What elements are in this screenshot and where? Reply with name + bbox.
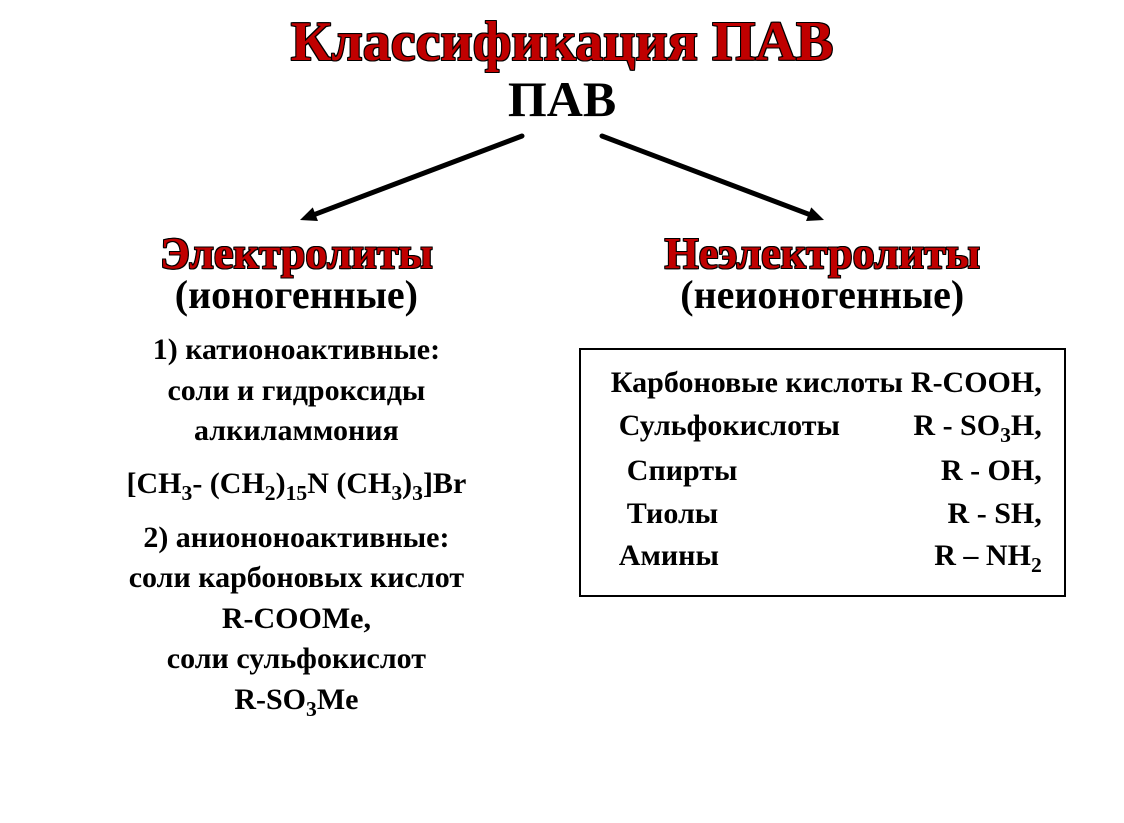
branch-arrows	[0, 128, 1124, 228]
nonionic-row-label: Спирты	[627, 450, 738, 493]
left-formula: [CH3- (CH2)15N (CH3)3]Br	[54, 464, 539, 508]
arrows-svg	[0, 128, 1124, 228]
nonionic-row-label: Амины	[619, 535, 719, 581]
left-item-2: 2) аниононоактивные:соли карбоновых кисл…	[54, 518, 539, 724]
nonionic-row-formula: R - OH,	[941, 450, 1042, 493]
root-node-label: ПАВ	[0, 70, 1124, 128]
nonionic-row-label: Тиолы	[627, 493, 718, 536]
nonionic-row: Карбоновые кислотыR-COOH,	[611, 362, 1042, 405]
nonionic-row: Сульфокислоты R - SO3H,	[611, 405, 1042, 451]
page-title: Классификация ПАВ	[0, 10, 1124, 74]
nonionic-row-formula: R - SO3H,	[913, 405, 1041, 451]
left-branch-subheading: (ионогенные)	[54, 271, 539, 318]
nonionic-row: Спирты R - OH,	[611, 450, 1042, 493]
nonionic-table-box: Карбоновые кислотыR-COOH,СульфокислотыR …	[579, 348, 1066, 597]
nonionic-row-label: Сульфокислоты	[619, 405, 840, 451]
right-branch-subheading: (неионогенные)	[579, 271, 1066, 318]
right-branch: Неэлектролиты (неионогенные) Карбоновые …	[579, 228, 1066, 724]
left-branch: Электролиты (ионогенные) 1) катионоактив…	[54, 228, 539, 724]
nonionic-row-formula: R-COOH,	[911, 362, 1042, 405]
columns-container: Электролиты (ионогенные) 1) катионоактив…	[0, 228, 1124, 724]
nonionic-row: Тиолы R - SH,	[611, 493, 1042, 536]
left-list: 1) катионоактивные:соли и гидроксидыалки…	[54, 330, 539, 724]
nonionic-row-formula: R - SH,	[948, 493, 1042, 536]
left-item-1: 1) катионоактивные:соли и гидроксидыалки…	[54, 330, 539, 452]
nonionic-row-formula: R – NH2	[934, 535, 1041, 581]
nonionic-row: Амины R – NH2	[611, 535, 1042, 581]
nonionic-row-label: Карбоновые кислоты	[611, 362, 903, 405]
